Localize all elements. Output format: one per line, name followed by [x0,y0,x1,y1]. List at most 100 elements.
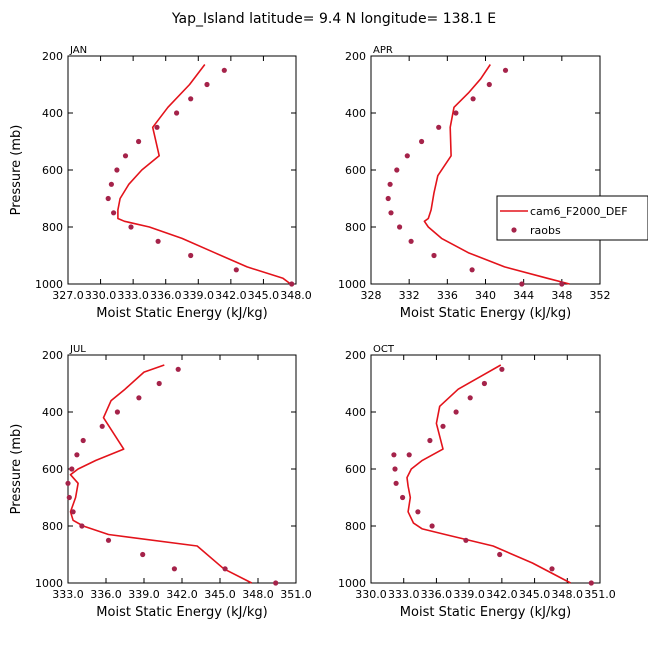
y-axis-label: Pressure (mb) [9,125,24,216]
x-tick-label: 333.0 [52,588,84,601]
x-tick-label: 339.0 [128,588,160,601]
data-point-raobs [453,409,459,415]
data-point-raobs [221,67,227,73]
data-point-raobs [404,153,410,159]
y-tick-label: 1000 [338,278,366,291]
data-point-raobs [66,494,72,501]
figure-title: Yap_Island latitude= 9.4 N longitude= 13… [171,11,496,27]
series-line-model [69,364,253,584]
data-point-raobs [394,167,400,173]
y-tick-label: 800 [345,520,366,533]
data-point-raobs [499,366,505,372]
x-tick-label: 330.0 [85,289,117,302]
data-point-raobs [400,494,406,501]
x-tick-label: 333.0 [388,588,420,601]
y-tick-label: 1000 [35,577,63,590]
legend-obs-label: raobs [530,224,561,237]
x-tick-label: 332 [399,289,420,302]
data-point-raobs [74,452,80,458]
data-point-raobs [188,96,194,102]
data-point-raobs [105,537,112,543]
plot-frame [370,55,601,285]
data-point-raobs [427,437,433,444]
data-point-raobs [397,224,403,230]
data-point-raobs [80,437,86,444]
x-tick-label: 339.0 [183,289,215,302]
panel-apr: APR 328 332 336 340 344 348 352 200 400 600 800 1000… [338,45,611,321]
data-point-raobs [289,281,295,287]
panel-label: APR [373,45,393,56]
plot-frame [67,354,297,584]
data-point-raobs [65,480,71,486]
y-tick-label: 400 [345,107,366,120]
data-point-raobs [559,281,565,287]
x-tick-label: 351.0 [584,588,616,601]
data-point-raobs [222,566,228,572]
data-point-raobs [469,267,475,273]
y-tick-label: 400 [345,406,366,419]
x-tick-label: 342.0 [166,588,198,601]
x-tick-label: 340 [475,289,496,302]
y-tick-label: 800 [345,221,366,234]
y-tick-label: 600 [42,164,63,177]
x-axis-label: Moist Static Energy (kJ/kg) [400,605,571,620]
x-tick-label: 336.0 [421,588,453,601]
data-point-raobs [171,566,177,572]
x-tick-label: 345.0 [204,588,236,601]
x-tick-label: 336 [437,289,458,302]
y-tick-label: 1000 [35,278,63,291]
data-point-raobs [453,110,459,116]
x-tick-label: 348 [551,289,572,302]
data-point-raobs [519,281,525,287]
data-point-raobs [155,238,161,244]
data-point-raobs [273,580,279,586]
y-tick-label: 600 [42,463,63,476]
data-point-raobs [408,238,414,244]
panel-label: JUL [69,344,86,355]
data-point-raobs [204,81,210,88]
panel-jul: JUL 333.0 336.0 339.0 342.0 345.0 348.0 351.0 20… [9,344,312,620]
x-axis-label: Moist Static Energy (kJ/kg) [96,306,267,321]
data-point-raobs [392,466,398,472]
data-point-raobs [114,409,120,415]
data-point-raobs [588,580,594,586]
legend-model-label: cam6_F2000_DEF [530,205,628,218]
x-tick-label: 328 [361,289,382,302]
data-point-raobs [436,124,442,130]
panel-label: OCT [373,344,395,355]
x-tick-label: 330.0 [355,588,387,601]
x-tick-label: 342.0 [215,289,247,302]
panel-label: JAN [69,45,87,56]
data-point-raobs [387,181,393,187]
y-tick-label: 200 [42,50,63,63]
data-point-raobs [111,210,117,216]
x-tick-label: 336.0 [150,289,182,302]
data-point-raobs [128,224,134,230]
data-point-raobs [70,509,76,515]
data-point-raobs [140,551,146,558]
data-point-raobs [549,566,555,572]
data-point-raobs [463,537,469,543]
data-point-raobs [385,195,391,202]
x-axis-label: Moist Static Energy (kJ/kg) [96,605,267,620]
data-point-raobs [114,167,120,173]
data-point-raobs [440,423,446,429]
x-tick-label: 336.0 [90,588,122,601]
plot-frame [67,55,297,285]
legend: cam6_F2000_DEF raobs [496,195,648,241]
x-axis-label: Moist Static Energy (kJ/kg) [400,306,571,321]
y-tick-label: 400 [42,107,63,120]
y-axis-label: Pressure (mb) [9,424,24,515]
series-line-model [406,364,571,584]
data-point-raobs [502,67,509,73]
data-point-raobs [429,523,435,529]
y-tick-label: 400 [42,406,63,419]
plot-frame [370,354,601,584]
data-point-raobs [431,252,437,259]
data-point-raobs [175,366,181,372]
data-point-raobs [233,267,239,273]
data-point-raobs [470,96,476,102]
y-tick-label: 200 [345,349,366,362]
y-tick-label: 1000 [338,577,366,590]
